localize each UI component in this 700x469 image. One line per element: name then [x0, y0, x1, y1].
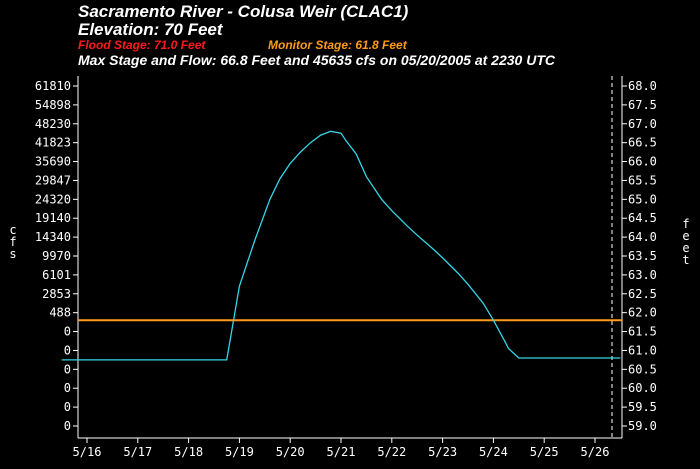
date-tick-label: 5/20	[276, 445, 305, 459]
date-tick-label: 5/23	[428, 445, 457, 459]
feet-tick-label: 66.5	[628, 136, 657, 150]
date-tick-label: 5/24	[479, 445, 508, 459]
feet-tick-label: 60.0	[628, 381, 657, 395]
feet-tick-label: 62.0	[628, 306, 657, 320]
cfs-tick-label: 0	[64, 400, 71, 414]
date-tick-label: 5/17	[123, 445, 152, 459]
date-tick-label: 5/19	[225, 445, 254, 459]
cfs-axis-title-char: s	[9, 247, 16, 261]
feet-tick-label: 66.0	[628, 155, 657, 169]
cfs-tick-label: 488	[49, 306, 71, 320]
feet-tick-label: 59.5	[628, 400, 657, 414]
feet-tick-label: 63.5	[628, 249, 657, 263]
feet-tick-label: 67.0	[628, 117, 657, 131]
feet-tick-label: 63.0	[628, 268, 657, 282]
monitor-stage-label: Monitor Stage: 61.8 Feet	[268, 38, 407, 52]
cfs-tick-label: 29847	[35, 173, 71, 187]
date-axis: 5/16 5/17 5/18 5/19 5/20 5/21 5/22 5/23 5/24 5/25…	[73, 438, 610, 459]
feet-tick-label: 67.5	[628, 98, 657, 112]
cfs-tick-label: 54898	[35, 98, 71, 112]
cfs-axis-title-char: f	[9, 235, 16, 249]
cfs-tick-label: 0	[64, 362, 71, 376]
feet-tick-label: 65.5	[628, 173, 657, 187]
plot-frame	[77, 76, 623, 439]
chart-title: Sacramento River - Colusa Weir (CLAC1)	[78, 2, 409, 21]
cfs-tick-label: 19140	[35, 211, 71, 225]
feet-axis-title-char: t	[682, 253, 689, 267]
feet-tick-label: 61.0	[628, 343, 657, 357]
max-stage-flow-label: Max Stage and Flow: 66.8 Feet and 45635 …	[78, 52, 555, 68]
date-tick-label: 5/16	[73, 445, 102, 459]
cfs-tick-label: 61810	[35, 79, 71, 93]
stage-series-line	[61, 130, 621, 361]
cfs-tick-label: 0	[64, 381, 71, 395]
cfs-tick-label: 0	[64, 419, 71, 433]
cfs-tick-label: 0	[64, 325, 71, 339]
feet-tick-label: 68.0	[628, 79, 657, 93]
cfs-axis: 61810 54898 48230 41823 35690 29847 24320 19140…	[35, 79, 78, 433]
cfs-tick-label: 6101	[42, 268, 71, 282]
cfs-axis-title-char: c	[9, 223, 16, 237]
feet-tick-label: 65.0	[628, 192, 657, 206]
date-tick-label: 5/26	[581, 445, 610, 459]
feet-axis-title-char: e	[682, 241, 689, 255]
cfs-tick-label: 41823	[35, 136, 71, 150]
cfs-tick-label: 0	[64, 343, 71, 357]
date-tick-label: 5/22	[377, 445, 406, 459]
feet-axis: 68.0 67.5 67.0 66.5 66.0 65.5 65.0 64.5 64.0 63.5…	[622, 79, 657, 433]
flood-stage-label: Flood Stage: 71.0 Feet	[78, 38, 206, 52]
cfs-tick-label: 14340	[35, 230, 71, 244]
feet-tick-label: 59.0	[628, 419, 657, 433]
feet-tick-label: 64.5	[628, 211, 657, 225]
elevation-label: Elevation: 70 Feet	[78, 20, 223, 39]
feet-axis-title-char: e	[682, 229, 689, 243]
cfs-tick-label: 9970	[42, 249, 71, 263]
feet-tick-label: 60.5	[628, 362, 657, 376]
feet-tick-label: 64.0	[628, 230, 657, 244]
date-tick-label: 5/21	[327, 445, 356, 459]
stage-legend: Flood Stage: 71.0 Feet Monitor Stage: 61…	[78, 38, 407, 52]
feet-tick-label: 61.5	[628, 325, 657, 339]
series-layer	[61, 130, 622, 361]
date-tick-label: 5/25	[530, 445, 559, 459]
cfs-tick-label: 35690	[35, 155, 71, 169]
cfs-tick-label: 48230	[35, 117, 71, 131]
feet-axis-title-char: f	[682, 217, 689, 231]
cfs-tick-label: 2853	[42, 287, 71, 301]
cfs-tick-label: 24320	[35, 192, 71, 206]
feet-tick-label: 62.5	[628, 287, 657, 301]
date-tick-label: 5/18	[174, 445, 203, 459]
